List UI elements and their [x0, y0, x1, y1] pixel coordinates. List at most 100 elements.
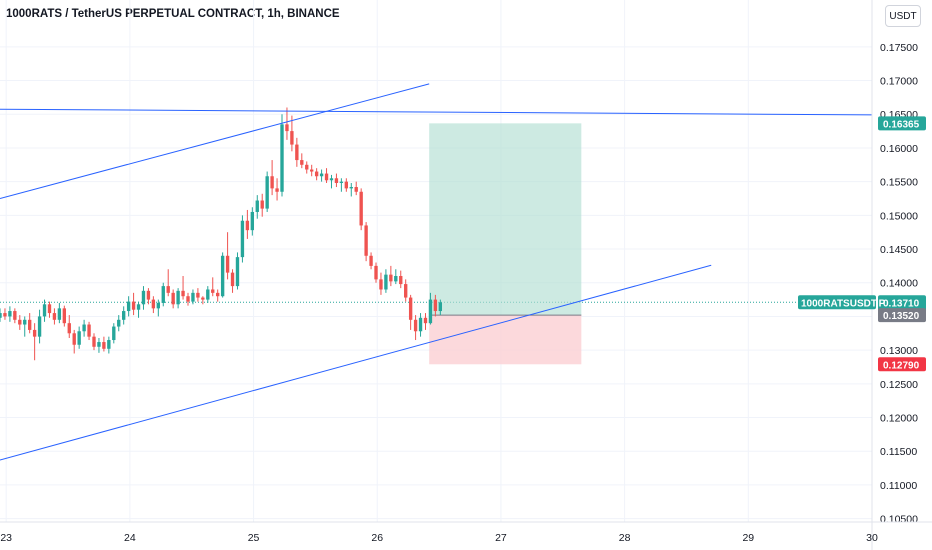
candle — [181, 276, 185, 300]
trendline — [0, 83, 430, 199]
candle-body — [122, 311, 126, 320]
candle — [329, 174, 334, 189]
candle — [235, 252, 240, 290]
candle — [52, 308, 57, 325]
position-zones — [429, 123, 582, 365]
candle-body — [220, 255, 225, 297]
candle-body — [107, 340, 111, 349]
candle-body — [245, 220, 250, 231]
candle-body — [235, 257, 240, 287]
candle — [28, 313, 32, 334]
candle — [191, 289, 195, 305]
candle-body — [275, 188, 279, 192]
candle-body — [240, 220, 245, 258]
candle-body — [136, 304, 141, 310]
candle — [433, 294, 438, 317]
price-tag-box — [878, 357, 926, 372]
candle — [225, 232, 230, 280]
candle — [72, 329, 76, 354]
candle — [211, 277, 215, 297]
time-axis[interactable]: 23 24 25 26 27 28 29 30 — [0, 521, 932, 544]
candle-body — [230, 272, 235, 287]
price-tag-box — [878, 308, 926, 323]
loss-zone — [429, 315, 582, 365]
candle-body — [310, 169, 314, 172]
candle — [97, 338, 101, 353]
candle — [92, 333, 96, 351]
candle-body — [67, 323, 71, 334]
candle — [285, 107, 289, 140]
candle-body — [408, 297, 413, 320]
candle — [280, 114, 284, 197]
candle — [359, 188, 363, 231]
candle-body — [201, 297, 205, 300]
candle-body — [181, 290, 185, 297]
candle-body — [305, 164, 309, 170]
candle — [389, 265, 393, 287]
candle — [314, 168, 319, 181]
candle-body — [438, 302, 443, 312]
candle — [334, 173, 339, 188]
candle — [151, 296, 156, 314]
candle-body — [319, 173, 324, 177]
price-tick-label: 0.10500 — [880, 514, 918, 526]
candle — [300, 153, 304, 169]
candle — [399, 270, 403, 289]
candle-body — [225, 255, 230, 273]
candle — [413, 315, 418, 341]
candle-body — [423, 317, 428, 324]
candle — [18, 315, 22, 330]
candle-body — [141, 290, 146, 305]
candle-body — [131, 301, 136, 310]
candle — [87, 321, 91, 341]
candle-body — [52, 313, 57, 320]
price-tick-label: 0.12000 — [880, 413, 918, 425]
candle — [404, 279, 408, 302]
candle — [146, 288, 151, 305]
candle-body — [28, 319, 32, 330]
candle-body — [37, 316, 42, 337]
candle — [290, 115, 294, 152]
price-axis[interactable]: 0.175000.170000.165000.160000.155000.150… — [871, 0, 918, 550]
price-tick-label: 0.11500 — [880, 446, 917, 458]
candle-body — [92, 336, 96, 347]
candle-body — [191, 292, 195, 302]
candle — [131, 292, 136, 316]
trendline — [0, 264, 712, 461]
time-tick-label: 25 — [248, 532, 260, 544]
time-tick-label: 24 — [124, 532, 136, 544]
candle-body — [270, 176, 274, 189]
price-tag-box — [878, 116, 926, 131]
candle-body — [3, 313, 7, 317]
candle-body — [374, 265, 378, 280]
candle-body — [324, 173, 329, 181]
currency-button[interactable]: USDT — [885, 5, 921, 27]
profit-zone — [429, 123, 582, 316]
candle — [42, 299, 47, 322]
candle-body — [280, 124, 284, 192]
candle — [206, 286, 210, 303]
candle-body — [206, 289, 210, 300]
candle-body — [196, 292, 200, 298]
candle-body — [112, 326, 116, 341]
time-tick-label: 26 — [371, 532, 383, 544]
price-tags: 0.163650.1371000:510.135200.127901000RAT… — [798, 116, 926, 372]
trendlines[interactable] — [0, 83, 873, 461]
candle-body — [344, 181, 349, 189]
candle-body — [404, 284, 408, 298]
candle-body — [290, 131, 294, 145]
price-tick-label: 0.13000 — [880, 345, 918, 357]
price-tick-label: 0.15000 — [880, 210, 918, 222]
candle-body — [62, 308, 66, 324]
candle — [67, 315, 71, 339]
candle — [136, 301, 141, 318]
candle-body — [216, 292, 220, 297]
candle-body — [72, 333, 76, 345]
candle — [112, 323, 116, 344]
candle-body — [265, 176, 269, 209]
candle — [23, 316, 27, 337]
candle-body — [102, 342, 106, 349]
candle-body — [300, 160, 304, 165]
candle-body — [314, 171, 319, 177]
